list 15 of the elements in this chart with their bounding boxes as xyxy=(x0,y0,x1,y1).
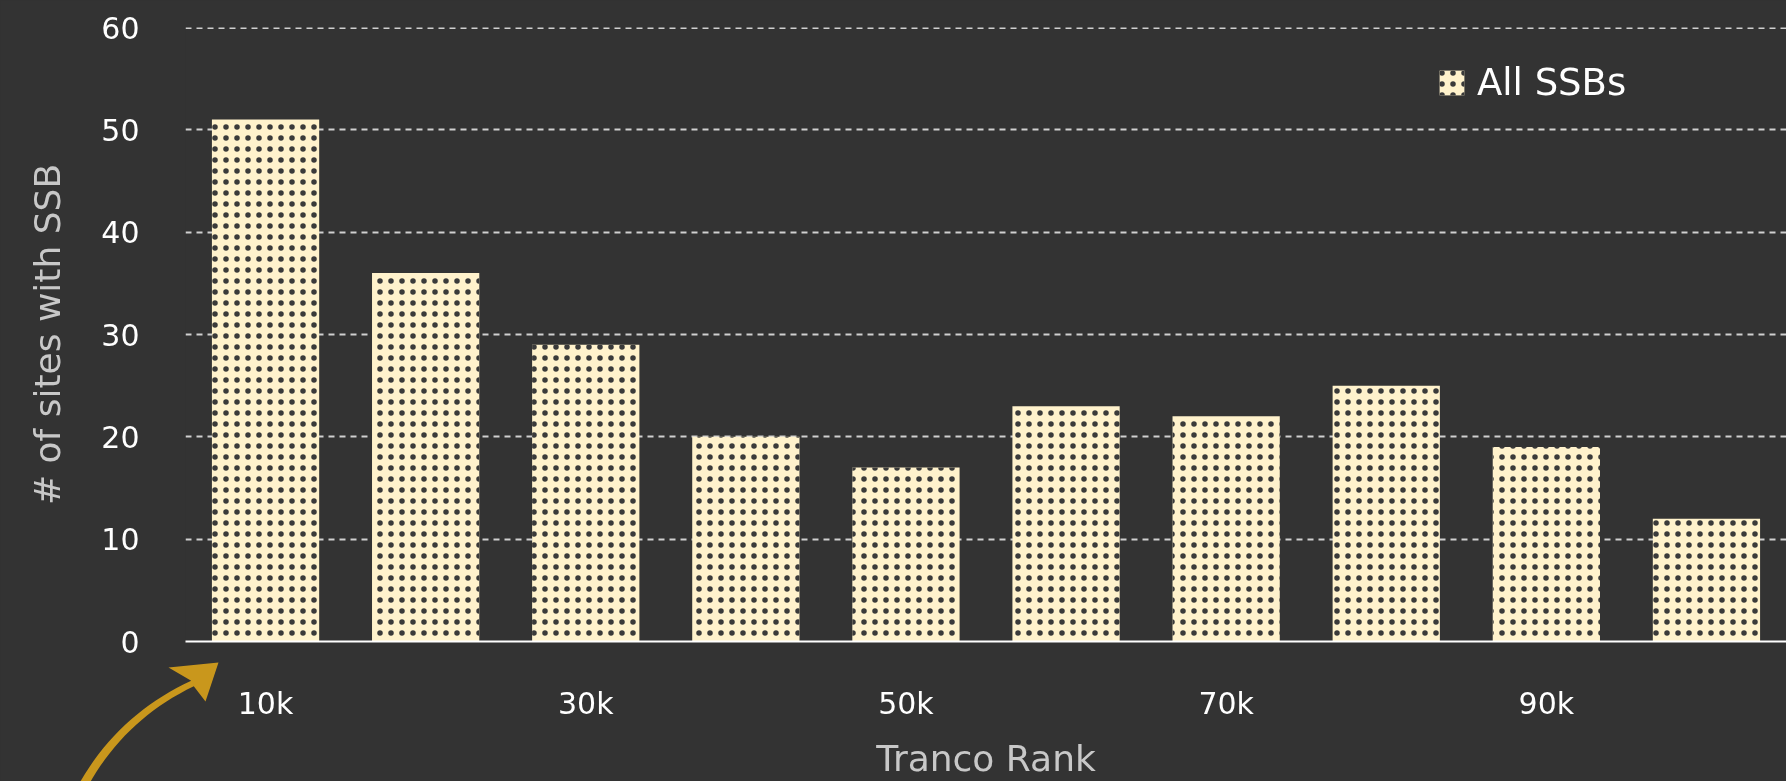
y-tick-label: 30 xyxy=(101,317,140,353)
y-tick-label: 10 xyxy=(101,522,140,558)
y-tick-label: 50 xyxy=(101,112,140,148)
x-tick-label: 70k xyxy=(1198,685,1255,721)
legend-label: All SSBs xyxy=(1477,61,1627,104)
x-tick-label: 90k xyxy=(1518,685,1575,721)
y-axis-title: # of sites with SSB xyxy=(27,163,69,506)
y-tick-label: 60 xyxy=(101,10,140,46)
y-tick-label: 40 xyxy=(101,215,140,251)
x-tick-label: 30k xyxy=(557,685,615,721)
y-tick-label: 20 xyxy=(101,419,140,455)
x-tick-label: 50k xyxy=(878,685,935,721)
x-tick-label: 10k xyxy=(237,685,294,721)
x-axis-title: Tranco Rank xyxy=(875,737,1096,779)
y-tick-label: 0 xyxy=(120,624,140,660)
